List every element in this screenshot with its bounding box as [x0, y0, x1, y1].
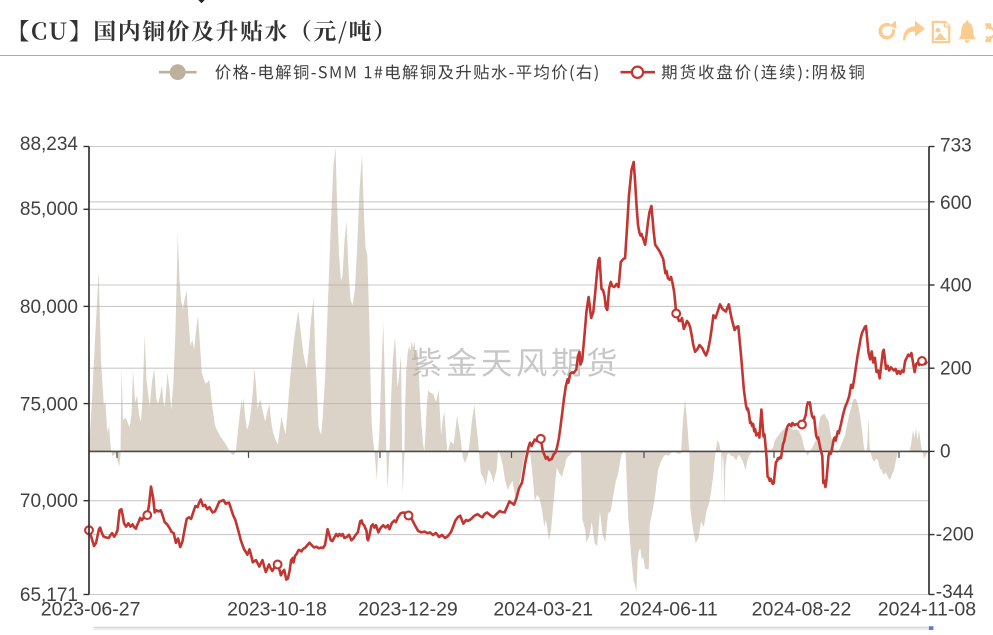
svg-text:2024-11-08: 2024-11-08 — [878, 599, 976, 621]
svg-text:2024-03-21: 2024-03-21 — [493, 599, 593, 621]
svg-text:400: 400 — [940, 275, 972, 296]
svg-text:-344: -344 — [936, 582, 974, 603]
svg-text:80,000: 80,000 — [20, 297, 78, 318]
svg-text:2024-08-22: 2024-08-22 — [752, 599, 852, 621]
svg-text:2023-10-18: 2023-10-18 — [227, 599, 327, 621]
svg-text:200: 200 — [940, 359, 972, 380]
svg-text:85,000: 85,000 — [20, 199, 78, 220]
svg-text:75,000: 75,000 — [20, 394, 78, 415]
svg-text:2024-06-11: 2024-06-11 — [619, 599, 717, 621]
svg-text:88,234: 88,234 — [20, 134, 79, 155]
svg-text:600: 600 — [940, 193, 972, 214]
svg-text:65,171: 65,171 — [20, 585, 78, 606]
svg-text:-200: -200 — [936, 525, 974, 546]
svg-text:70,000: 70,000 — [20, 491, 78, 512]
svg-text:2023-12-29: 2023-12-29 — [358, 599, 458, 621]
svg-text:0: 0 — [940, 442, 951, 463]
svg-text:733: 733 — [940, 135, 972, 156]
svg-text:2023-06-27: 2023-06-27 — [41, 599, 141, 621]
